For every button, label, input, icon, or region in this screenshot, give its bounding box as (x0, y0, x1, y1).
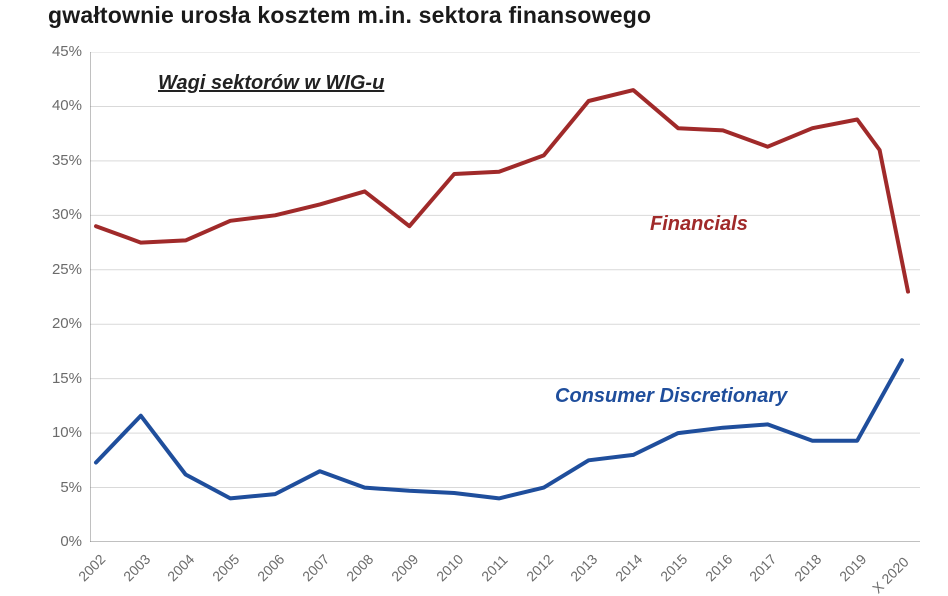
series-label-financials: Financials (650, 213, 748, 236)
y-tick-label: 45% (44, 43, 82, 60)
series-label-consumer-discretionary: Consumer Discretionary (555, 385, 787, 408)
y-tick-label: 35% (44, 152, 82, 169)
x-tick-label: 2019 (836, 551, 869, 584)
page-title: gwałtownie urosła kosztem m.in. sektora … (48, 2, 651, 29)
x-tick-label: 2010 (433, 551, 466, 584)
chart-plot-area (90, 52, 920, 542)
x-tick-label: 2006 (254, 551, 287, 584)
y-tick-label: 5% (44, 479, 82, 496)
x-tick-label: 2008 (343, 551, 376, 584)
x-tick-label: 2002 (75, 551, 108, 584)
chart-container: gwałtownie urosła kosztem m.in. sektora … (0, 0, 948, 593)
x-tick-label: 2014 (612, 551, 645, 584)
x-tick-label: 2017 (746, 551, 779, 584)
x-tick-label: 2011 (478, 552, 511, 585)
y-tick-label: 30% (44, 206, 82, 223)
x-tick-label: 2007 (299, 551, 332, 584)
chart-svg (90, 52, 920, 542)
x-tick-label: 2003 (120, 551, 153, 584)
x-tick-label: 2012 (523, 551, 556, 584)
x-tick-label: 2016 (702, 551, 735, 584)
x-tick-label: 2015 (657, 551, 690, 584)
y-tick-label: 40% (44, 97, 82, 114)
y-tick-label: 10% (44, 424, 82, 441)
x-tick-label: 2005 (209, 551, 242, 584)
y-tick-label: 25% (44, 261, 82, 278)
x-tick-label: 2009 (388, 551, 421, 584)
x-tick-label: 2013 (567, 551, 600, 584)
x-tick-label: X 2020 (869, 553, 912, 596)
y-tick-label: 20% (44, 315, 82, 332)
y-tick-label: 15% (44, 370, 82, 387)
x-tick-label: 2004 (164, 551, 197, 584)
y-tick-label: 0% (44, 533, 82, 550)
x-tick-label: 2018 (791, 551, 824, 584)
